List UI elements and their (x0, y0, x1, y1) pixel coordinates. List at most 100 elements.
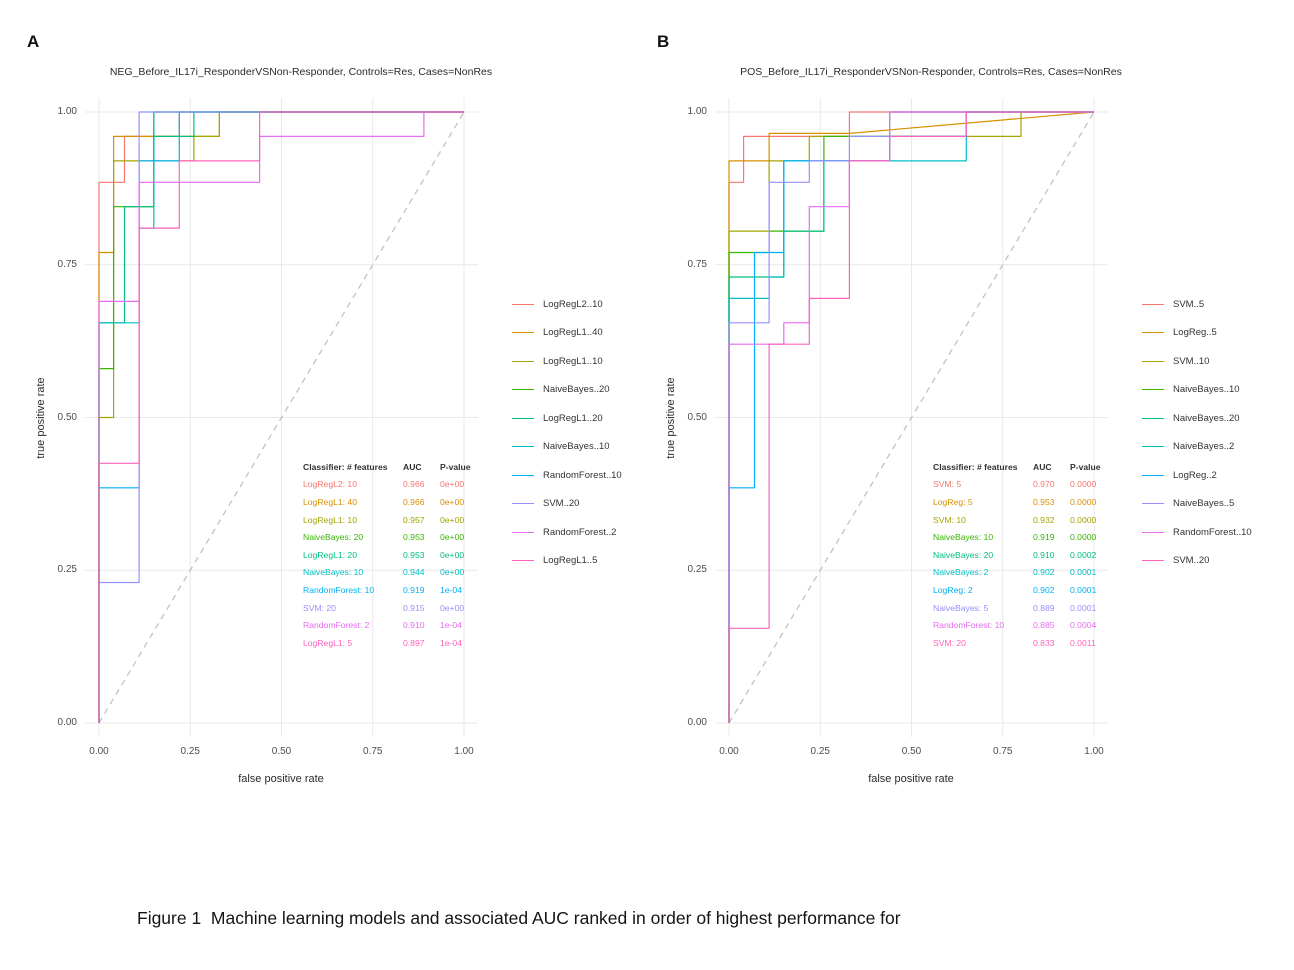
roc-plot-svg (715, 98, 1108, 737)
auc-table-header-auc: AUC (1033, 461, 1052, 472)
auc-table-row: SVM: 10 0.932 0.0000 (933, 511, 1118, 529)
legend-key-line (512, 474, 534, 476)
legend-item: LogReg..5 (1142, 319, 1252, 348)
x-tick-label: 0.75 (993, 746, 1013, 757)
legend-label: NaiveBayes..10 (543, 441, 610, 453)
classifier-name: NaiveBayes: 2 (933, 567, 989, 578)
y-tick-label: 0.75 (687, 258, 707, 270)
chance-diagonal (98, 111, 465, 724)
p-value: 0.0001 (1070, 602, 1097, 613)
legend-label: RandomForest..2 (543, 526, 617, 538)
roc-curve-randomforest-2 (98, 111, 464, 723)
legend-label: RandomForest..10 (543, 469, 622, 481)
legend-key-line (1142, 417, 1164, 419)
auc-table-row: LogReg: 5 0.953 0.0000 (933, 493, 1118, 511)
auc-table-row: NaiveBayes: 2 0.902 0.0001 (933, 564, 1118, 582)
legend-item: LogRegL1..10 (512, 347, 622, 376)
p-value: 1e-04 (440, 584, 462, 595)
p-value: 0e+00 (440, 602, 465, 613)
classifier-name: NaiveBayes: 20 (303, 532, 364, 543)
classifier-name: LogReg: 2 (933, 584, 973, 595)
auc-value: 0.966 (403, 496, 425, 507)
x-axis-title: false positive rate (238, 773, 324, 785)
legend-item: RandomForest..10 (1142, 518, 1252, 547)
auc-value: 0.957 (403, 514, 425, 525)
auc-value: 0.910 (1033, 549, 1055, 560)
legend-label: NaiveBayes..20 (1173, 412, 1240, 424)
p-value: 0.0000 (1070, 532, 1097, 543)
auc-table-row: SVM: 20 0.915 0e+00 (303, 599, 488, 617)
legend-label: SVM..10 (1173, 355, 1210, 367)
legend-key-line (1142, 560, 1164, 562)
y-tick-label: 0.25 (57, 564, 77, 576)
legend-key-line (512, 446, 534, 448)
auc-value: 0.919 (403, 584, 425, 595)
figure-caption-line1: Figure 1 Machine learning models and ass… (137, 908, 901, 928)
p-value: 0e+00 (440, 532, 465, 543)
x-tick-label: 0.00 (719, 746, 739, 757)
auc-table-header-classifier: Classifier: # features (933, 461, 1018, 472)
plot-area (85, 98, 478, 737)
legend-item: SVM..20 (1142, 547, 1252, 576)
legend-key-line (512, 560, 534, 562)
auc-value: 0.833 (1033, 637, 1055, 648)
auc-value: 0.902 (1033, 584, 1055, 595)
auc-table-row: NaiveBayes: 10 0.944 0e+00 (303, 564, 488, 582)
classifier-name: NaiveBayes: 20 (933, 549, 994, 560)
auc-table-row: RandomForest: 10 0.885 0.0004 (933, 616, 1118, 634)
classifier-name: LogRegL1: 20 (303, 549, 357, 560)
panel-a: A NEG_Before_IL17i_ResponderVSNon-Respon… (15, 30, 645, 820)
classifier-name: LogRegL1: 10 (303, 514, 357, 525)
legend-item: NaiveBayes..20 (512, 376, 622, 405)
p-value: 1e-04 (440, 620, 462, 631)
panel-b: B POS_Before_IL17i_ResponderVSNon-Respon… (645, 30, 1275, 820)
legend-key-line (512, 503, 534, 505)
plot-area (715, 98, 1108, 737)
x-tick-label: 0.00 (89, 746, 109, 757)
figure-caption: Figure 1 Machine learning models and ass… (137, 836, 1197, 970)
legend-label: NaiveBayes..20 (543, 384, 610, 396)
auc-value: 0.910 (403, 620, 425, 631)
legend-label: NaiveBayes..5 (1173, 498, 1235, 510)
auc-value: 0.915 (403, 602, 425, 613)
panel-b-title: POS_Before_IL17i_ResponderVSNon-Responde… (740, 66, 1122, 78)
auc-table-row: SVM: 20 0.833 0.0011 (933, 634, 1118, 652)
classifier-name: RandomForest: 10 (933, 620, 1005, 631)
legend-label: LogRegL1..10 (543, 355, 603, 367)
y-tick-label: 0.00 (687, 717, 707, 728)
auc-table-rows: LogRegL2: 10 0.966 0e+00 LogRegL1: 40 0.966 0… (303, 476, 488, 652)
legend-item: NaiveBayes..5 (1142, 490, 1252, 519)
auc-value: 0.953 (403, 532, 425, 543)
classifier-name: SVM: 20 (933, 637, 966, 648)
legend-key-line (512, 360, 534, 362)
p-value: 0.0002 (1070, 549, 1097, 560)
legend-item: NaiveBayes..2 (1142, 433, 1252, 462)
y-tick-label: 0.75 (57, 258, 77, 270)
legend-key-line (512, 303, 534, 305)
y-tick-label: 1.00 (57, 106, 77, 117)
auc-table-row: LogReg: 2 0.902 0.0001 (933, 581, 1118, 599)
classifier-name: NaiveBayes: 10 (303, 567, 364, 578)
auc-table-row: LogRegL1: 20 0.953 0e+00 (303, 546, 488, 564)
legend-label: NaiveBayes..2 (1173, 441, 1235, 453)
p-value: 0.0000 (1070, 479, 1097, 490)
auc-value: 0.919 (1033, 532, 1055, 543)
auc-table-row: SVM: 5 0.970 0.0000 (933, 476, 1118, 494)
legend-key-line (512, 417, 534, 419)
legend-key-line (512, 389, 534, 391)
x-tick-label: 0.50 (271, 746, 292, 757)
auc-table-row: RandomForest: 10 0.919 1e-04 (303, 581, 488, 599)
y-tick-label: 1.00 (687, 106, 707, 117)
classifier-name: LogRegL1: 40 (303, 496, 357, 507)
legend: SVM..5 LogReg..5 SVM..10 NaiveBayes..10 Naiv… (1142, 290, 1252, 575)
auc-table-header-pvalue: P-value (440, 461, 471, 472)
legend-label: SVM..20 (543, 498, 580, 510)
classifier-name: SVM: 20 (303, 602, 336, 613)
p-value: 0e+00 (440, 479, 465, 490)
p-value: 0.0001 (1070, 567, 1097, 578)
auc-table-header-classifier: Classifier: # features (303, 461, 388, 472)
p-value: 0.0004 (1070, 620, 1097, 631)
x-axis-title: false positive rate (868, 773, 954, 785)
legend-label: LogRegL1..40 (543, 327, 603, 339)
y-tick-label: 0.00 (57, 717, 77, 728)
